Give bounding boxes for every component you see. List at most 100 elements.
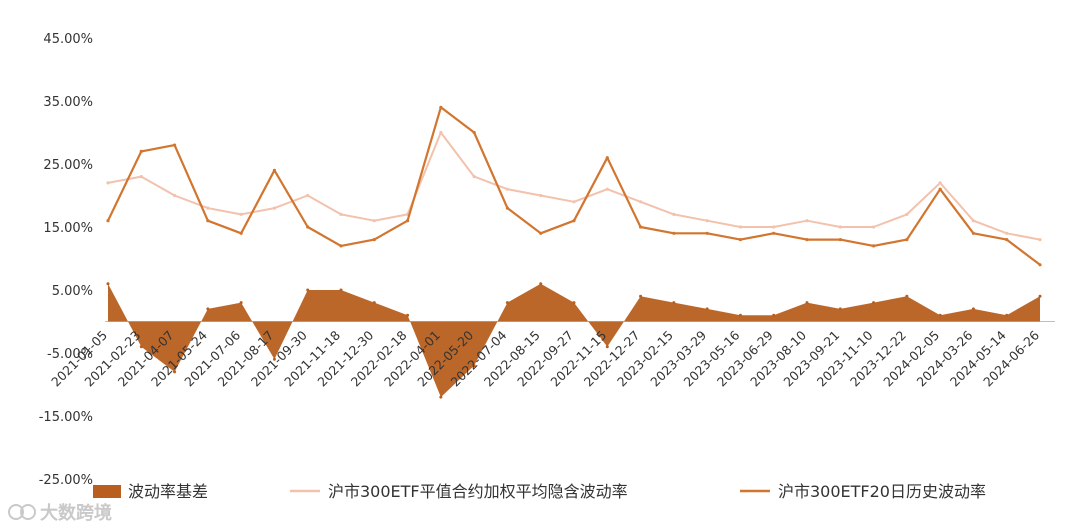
historical-vol-point <box>1005 238 1009 242</box>
basis-point <box>971 307 975 311</box>
basis-point <box>838 307 842 311</box>
basis-point <box>206 307 210 311</box>
implied-vol-point <box>938 181 942 185</box>
lines-layer <box>106 105 1042 267</box>
historical-vol-point <box>239 231 243 235</box>
historical-vol-point <box>206 219 210 223</box>
legend-label: 波动率基差 <box>128 482 208 501</box>
historical-vol-point <box>838 238 842 242</box>
y-tick-label: 25.00% <box>43 158 93 173</box>
legend: 波动率基差 沪市300ETF平值合约加权平均隐含波动率 沪市300ETF20日历史波… <box>93 482 986 501</box>
implied-vol-point <box>505 187 510 191</box>
historical-vol-point <box>372 238 376 242</box>
implied-vol-point <box>372 219 376 223</box>
basis-point <box>738 313 742 317</box>
historical-vol-point <box>971 231 976 235</box>
basis-point <box>672 301 676 305</box>
implied-vol-point <box>439 130 443 135</box>
historical-vol-point <box>605 156 609 160</box>
implied-vol-point <box>838 225 842 229</box>
implied-vol-point <box>705 219 709 223</box>
implied-vol-point <box>905 212 909 216</box>
implied-vol-point <box>1038 238 1042 242</box>
historical-vol-point <box>1038 263 1042 267</box>
implied-vol-point <box>1005 231 1009 235</box>
series-line-historical-vol <box>107 106 1041 266</box>
implied-vol-point <box>971 219 976 223</box>
historical-vol-point <box>472 130 476 135</box>
implied-vol-point <box>871 225 876 229</box>
historical-vol-point <box>772 231 776 235</box>
basis-point <box>938 313 942 317</box>
basis-point <box>106 282 110 286</box>
implied-vol-point <box>139 175 143 179</box>
historical-vol-point <box>871 244 876 248</box>
historical-vol-point <box>272 168 277 172</box>
historical-vol-point <box>905 238 909 242</box>
y-tick-label: -15.00% <box>39 410 93 425</box>
historical-vol-point <box>306 225 310 229</box>
y-tick-label: 5.00% <box>52 284 93 299</box>
basis-point <box>1038 294 1042 298</box>
implied-vol-point <box>605 187 609 191</box>
basis-point <box>239 301 243 305</box>
implied-vol-point <box>572 200 576 204</box>
legend-item-basis: 波动率基差 <box>93 482 208 501</box>
y-tick-label: 35.00% <box>43 95 93 110</box>
legend-item-historical-vol: 沪市300ETF20日历史波动率 <box>740 482 986 501</box>
implied-vol-point <box>772 225 776 229</box>
basis-point <box>472 364 476 368</box>
historical-vol-point <box>938 187 942 191</box>
implied-vol-point <box>539 193 543 198</box>
historical-vol-point <box>672 231 676 235</box>
implied-vol-point <box>472 175 476 179</box>
implied-vol-point <box>239 212 243 216</box>
watermark-text: 大数跨境 <box>40 502 112 524</box>
historical-vol-point <box>339 244 343 248</box>
series-area-basis <box>108 283 1040 398</box>
y-tick-label: -5.00% <box>47 347 93 362</box>
basis-point <box>173 370 177 374</box>
basis-point <box>805 301 809 305</box>
implied-vol-point <box>306 193 310 198</box>
basis-point <box>872 301 876 305</box>
basis-point <box>505 301 509 305</box>
basis-point <box>705 307 709 311</box>
basis-point <box>905 294 909 298</box>
historical-vol-point <box>638 225 643 229</box>
historical-vol-point <box>405 219 410 223</box>
basis-point <box>572 301 576 305</box>
basis-point <box>139 345 143 349</box>
watermark: 大数跨境 <box>8 502 112 524</box>
historical-vol-point <box>139 149 143 153</box>
y-tick-label: 15.00% <box>43 221 93 236</box>
x-axis-ticks: 2021-01-052021-02-232021-04-072021-05-24… <box>48 327 1042 389</box>
basis-point <box>439 395 443 399</box>
basis-point <box>539 282 543 286</box>
basis-point <box>372 301 376 305</box>
watermark-logo-icon <box>8 504 36 520</box>
basis-point <box>772 313 776 317</box>
y-axis-ticks: 45.00% 35.00% 25.00% 15.00% 5.00% -5.00% -15.0… <box>39 32 93 488</box>
historical-vol-point <box>572 219 576 223</box>
y-tick-label: -25.00% <box>39 473 93 488</box>
legend-label: 沪市300ETF平值合约加权平均隐含波动率 <box>328 482 628 501</box>
historical-vol-point <box>172 143 177 147</box>
historical-vol-point <box>539 231 543 235</box>
basis-point <box>639 294 643 298</box>
basis-point <box>339 288 343 292</box>
historical-vol-point <box>738 238 743 242</box>
basis-point <box>272 357 276 361</box>
historical-vol-point <box>705 231 709 235</box>
historical-vol-point <box>805 238 809 242</box>
legend-label: 沪市300ETF20日历史波动率 <box>778 482 986 501</box>
y-tick-label: 45.00% <box>43 32 93 47</box>
implied-vol-point <box>805 219 809 223</box>
legend-swatch <box>93 485 121 498</box>
implied-vol-point <box>172 193 177 198</box>
implied-vol-point <box>638 200 643 204</box>
historical-vol-point <box>439 105 443 109</box>
implied-vol-point <box>206 206 210 210</box>
